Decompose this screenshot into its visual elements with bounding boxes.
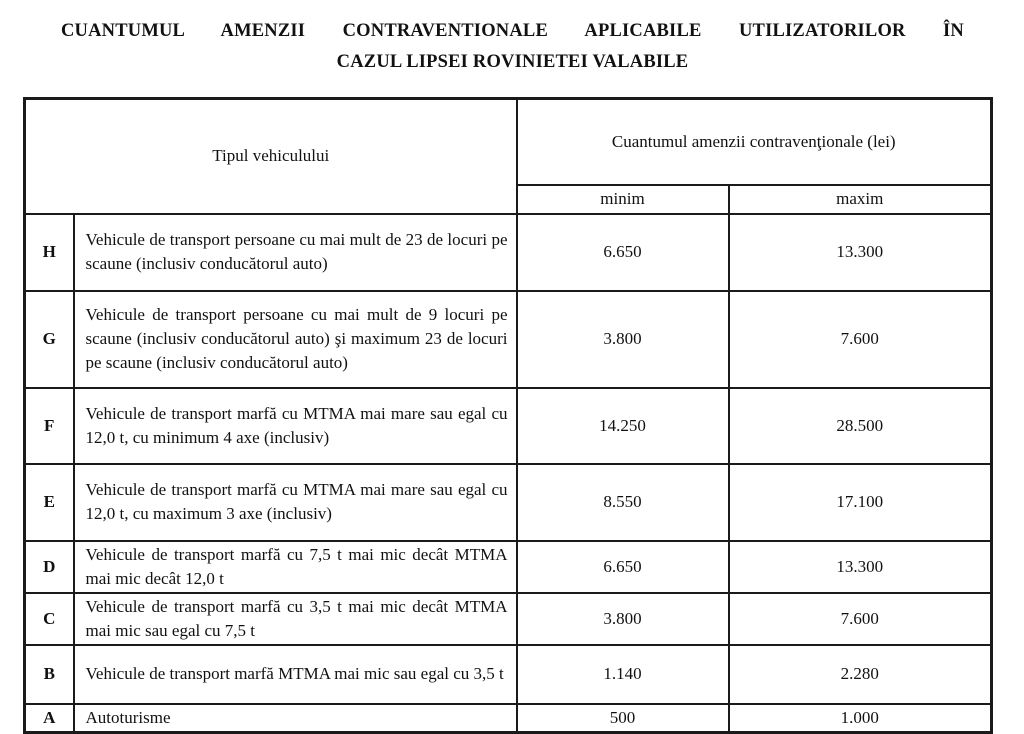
fine-min: 14.250 [515,386,730,465]
vehicle-description: Vehicule de transport marfă cu 3,5 t mai… [72,591,518,646]
fine-max: 28.500 [727,386,993,465]
fine-min: 1.140 [515,643,730,705]
vehicle-description: Vehicule de transport marfă cu MTMA mai … [72,462,518,542]
vehicle-category-code: B [23,643,75,705]
fine-min: 3.800 [515,591,730,646]
header-fine-amount: Cuantumul amenzii contravenţionale (lei) [515,97,993,186]
vehicle-category-code: E [23,462,75,542]
vehicle-description: Vehicule de transport marfă cu MTMA mai … [72,386,518,465]
table-row: C Vehicule de transport marfă cu 3,5 t m… [23,591,993,646]
table-row: A Autoturisme 500 1.000 [23,702,993,733]
vehicle-category-code: A [23,702,75,733]
vehicle-category-code: H [23,212,75,292]
fine-max: 13.300 [727,212,993,292]
document-title: CUANTUMUL AMENZII CONTRAVENTIONALE APLIC… [61,16,964,78]
table-row: D Vehicule de transport marfă cu 7,5 t m… [23,539,993,594]
title-line-1: CUANTUMUL AMENZII CONTRAVENTIONALE APLIC… [61,21,964,41]
fine-min: 3.800 [515,289,730,389]
table-row: E Vehicule de transport marfă cu MTMA ma… [23,462,993,542]
vehicle-description: Vehicule de transport persoane cu mai mu… [72,212,518,292]
header-vehicle-type: Tipul vehiculului [23,97,518,215]
fine-min: 6.650 [515,212,730,292]
fine-min: 8.550 [515,462,730,542]
fine-max: 1.000 [727,702,993,733]
header-min: minim [515,183,730,215]
fine-max: 7.600 [727,289,993,389]
vehicle-description: Vehicule de transport marfă MTMA mai mic… [72,643,518,705]
title-line-2: CAZUL LIPSEI ROVINIETEI VALABILE [336,52,689,72]
table-row: F Vehicule de transport marfă cu MTMA ma… [23,386,993,465]
table-header-row-1: Tipul vehiculului Cuantumul amenzii cont… [23,97,993,215]
table-row: G Vehicule de transport persoane cu mai … [23,289,993,389]
header-max: maxim [727,183,993,215]
fine-min: 500 [515,702,730,733]
table-row: B Vehicule de transport marfă MTMA mai m… [23,643,993,705]
vehicle-category-code: G [23,289,75,389]
fine-min: 6.650 [515,539,730,594]
table-row: H Vehicule de transport persoane cu mai … [23,212,993,292]
fine-max: 13.300 [727,539,993,594]
fine-max: 7.600 [727,591,993,646]
vehicle-description: Vehicule de transport marfă cu 7,5 t mai… [72,539,518,594]
vehicle-description: Vehicule de transport persoane cu mai mu… [72,289,518,389]
vehicle-category-code: F [23,386,75,465]
vehicle-description: Autoturisme [72,702,518,733]
vehicle-category-code: C [23,591,75,646]
fine-max: 17.100 [727,462,993,542]
fine-max: 2.280 [727,643,993,705]
table-header-row-2: minim maxim [25,183,993,215]
fines-table: Tipul vehiculului Cuantumul amenzii cont… [23,97,993,734]
vehicle-category-code: D [23,539,75,594]
